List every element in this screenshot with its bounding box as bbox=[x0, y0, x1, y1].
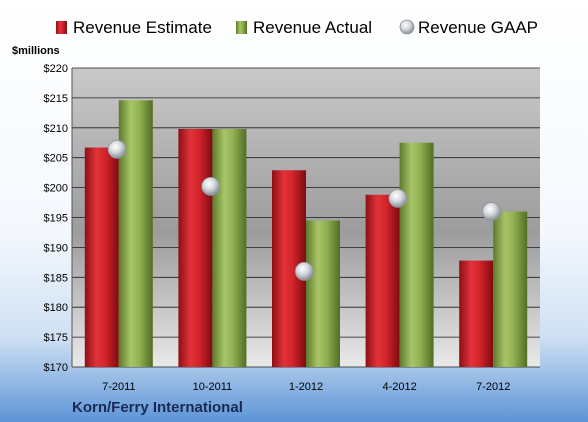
y-tick-label-175: $175 bbox=[44, 332, 68, 344]
x-tick-label-7-2011: 7-2011 bbox=[102, 381, 135, 393]
bar-revenue-actual-10-2011 bbox=[212, 128, 247, 367]
bar-revenue-estimate-7-2012 bbox=[459, 260, 494, 367]
y-tick-label-205: $205 bbox=[44, 153, 68, 165]
bar-revenue-estimate-10-2011 bbox=[178, 128, 213, 367]
bar-revenue-actual-1-2012 bbox=[306, 220, 340, 367]
y-tick-label-220: $220 bbox=[44, 63, 68, 75]
company-name: Korn/Ferry International bbox=[72, 399, 243, 416]
y-tick-label-190: $190 bbox=[44, 242, 68, 254]
point-revenue-gaap-1-2012 bbox=[294, 261, 314, 281]
y-tick-label-215: $215 bbox=[44, 93, 68, 105]
bar-revenue-actual-7-2011 bbox=[118, 100, 153, 368]
legend: Revenue Estimate Revenue Actual Revenue GA… bbox=[56, 18, 538, 37]
y-tick-label-210: $210 bbox=[44, 123, 68, 135]
y-tick-label-185: $185 bbox=[44, 272, 68, 284]
legend-swatch-revenue-gaap bbox=[399, 19, 415, 35]
bar-revenue-estimate-7-2011 bbox=[84, 147, 119, 367]
y-tick-label-180: $180 bbox=[44, 302, 68, 314]
bar-revenue-actual-7-2012 bbox=[493, 211, 528, 367]
point-revenue-gaap-4-2012 bbox=[388, 188, 408, 208]
x-tick-label-7-2012: 7-2012 bbox=[476, 381, 510, 393]
y-axis: $170 $175 $180 $185 $190 $195 $200 $205 $210 $215… bbox=[44, 63, 73, 374]
x-axis: 7-2011 10-2011 1-2012 4-2012 7-2012 bbox=[102, 381, 510, 393]
legend-label-revenue-actual: Revenue Actual bbox=[253, 18, 372, 37]
y-tick-label-200: $200 bbox=[44, 183, 68, 195]
y-tick-label-170: $170 bbox=[44, 362, 68, 374]
legend-label-revenue-estimate: Revenue Estimate bbox=[73, 18, 212, 37]
point-revenue-gaap-10-2011 bbox=[201, 177, 221, 196]
point-revenue-gaap-7-2011 bbox=[107, 139, 127, 159]
point-revenue-gaap-7-2012 bbox=[482, 202, 501, 221]
legend-swatch-revenue-actual bbox=[236, 21, 247, 34]
bar-series bbox=[84, 100, 528, 368]
y-tick-label-195: $195 bbox=[44, 213, 68, 225]
bar-revenue-actual-4-2012 bbox=[399, 142, 434, 367]
legend-label-revenue-gaap: Revenue GAAP bbox=[418, 18, 538, 37]
y-axis-units-label: $millions bbox=[12, 45, 60, 57]
legend-swatch-revenue-estimate bbox=[56, 21, 67, 34]
x-tick-label-10-2011: 10-2011 bbox=[193, 381, 233, 393]
bar-revenue-estimate-4-2012 bbox=[365, 194, 400, 367]
x-tick-label-4-2012: 4-2012 bbox=[382, 381, 416, 393]
x-tick-label-1-2012: 1-2012 bbox=[289, 381, 323, 393]
gaap-points bbox=[107, 139, 501, 281]
